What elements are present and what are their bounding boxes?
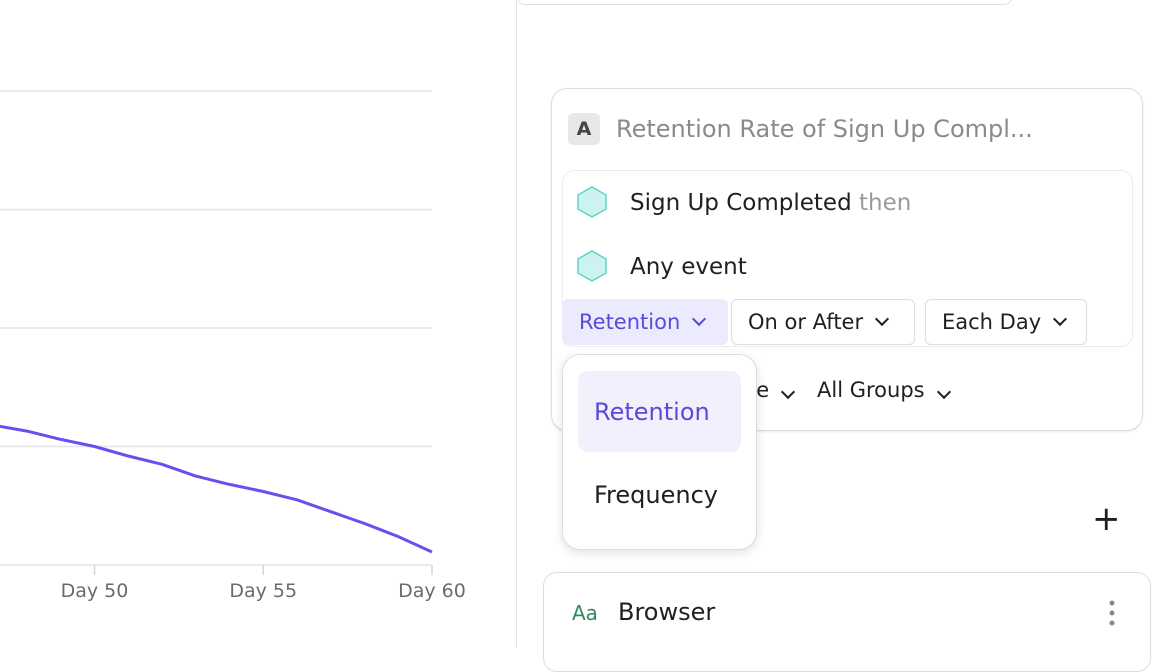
interval-select[interactable]: Each Day <box>925 299 1087 345</box>
property-icon: Aa <box>572 601 598 625</box>
group-select[interactable]: All Groups <box>817 376 951 404</box>
label: Retention <box>579 310 681 334</box>
option-highlight <box>578 371 741 452</box>
x-tick-label: Day 60 <box>398 580 466 602</box>
divider <box>516 0 517 648</box>
more-menu[interactable] <box>1106 599 1118 629</box>
property-name[interactable]: Browser <box>618 598 716 626</box>
x-tick-label: Day 55 <box>229 580 297 602</box>
event-name[interactable]: Any event <box>630 254 747 280</box>
event-name[interactable]: Sign Up Completed <box>630 190 852 216</box>
steps-box <box>562 170 1133 347</box>
label: Each Day <box>942 310 1042 334</box>
event-icon <box>577 186 607 218</box>
tab-strip <box>517 0 1012 5</box>
dropdown-option[interactable]: Retention <box>594 398 710 426</box>
metric-title[interactable]: Retention Rate of Sign Up Compl... <box>616 115 1033 143</box>
step-event[interactable]: Sign Up Completed then <box>630 189 911 217</box>
metric-card <box>551 88 1143 431</box>
step-connector: then <box>858 190 912 216</box>
criteria-select[interactable]: On or After <box>731 299 915 345</box>
add-button[interactable]: + <box>1092 499 1121 539</box>
event-icon <box>577 250 607 282</box>
label: All Groups <box>817 378 925 402</box>
chart: Day 50 Day 55 Day 60 <box>0 90 466 602</box>
label: On or After <box>748 310 864 334</box>
x-tick-label: Day 50 <box>61 580 129 602</box>
dropdown-option[interactable]: Frequency <box>594 481 718 509</box>
line-series <box>0 424 433 554</box>
badge: A <box>568 113 600 145</box>
analysis-select[interactable]: Retention <box>562 299 728 345</box>
